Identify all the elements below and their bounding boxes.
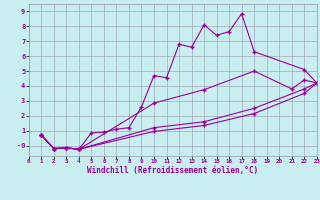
X-axis label: Windchill (Refroidissement éolien,°C): Windchill (Refroidissement éolien,°C) (87, 166, 258, 175)
